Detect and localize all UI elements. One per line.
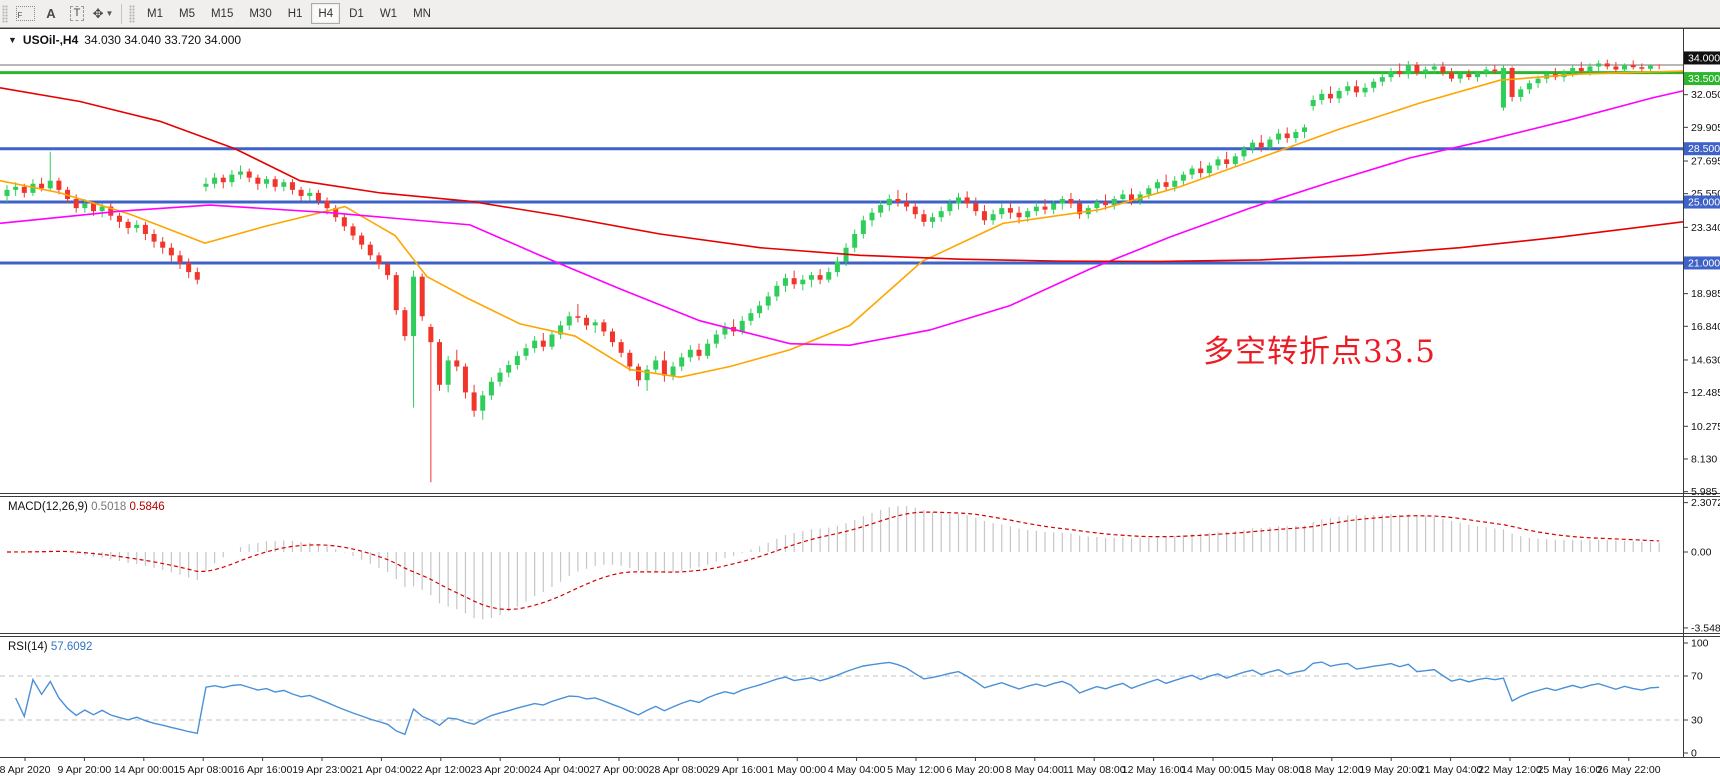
time-axis-label: 15 Apr 08:00: [173, 764, 233, 776]
toolbar-grip-2[interactable]: [129, 4, 135, 23]
svg-text:18.985: 18.985: [1691, 288, 1720, 300]
time-axis-label: 5 May 12:00: [887, 764, 945, 776]
chart-grid-f-icon[interactable]: F: [13, 2, 37, 25]
timeframe-button-m15[interactable]: M15: [210, 7, 234, 20]
macd-label: MACD(12,26,9) 0.5018 0.5846: [8, 501, 165, 513]
time-axis-label: 22 Apr 12:00: [411, 764, 471, 776]
time-axis-label: 21 May 04:00: [1419, 764, 1483, 776]
time-axis-label: 8 May 04:00: [1006, 764, 1064, 776]
chart-area: 34.26032.05029.90527.69525.55023.34018.9…: [0, 28, 1720, 781]
svg-text:0: 0: [1691, 748, 1697, 760]
svg-text:0.00: 0.00: [1691, 547, 1712, 559]
time-axis-label: 8 Apr 2020: [0, 764, 51, 776]
svg-text:14.630: 14.630: [1691, 354, 1720, 366]
timeframe-buttons: M1 M5 M15 M30 H1 H4 D1 W1 MN: [139, 3, 439, 24]
time-axis-label: 18 May 12:00: [1300, 764, 1364, 776]
svg-text:29.905: 29.905: [1691, 122, 1720, 134]
svg-text:30: 30: [1691, 715, 1703, 727]
timeframe-button-h1[interactable]: H1: [287, 7, 303, 20]
svg-text:100: 100: [1691, 638, 1709, 650]
timeframe-button-m1[interactable]: M1: [147, 7, 163, 20]
svg-text:33.500: 33.500: [1688, 73, 1720, 85]
time-axis-label: 28 Apr 08:00: [649, 764, 709, 776]
time-axis-label: 4 May 04:00: [828, 764, 886, 776]
rsi-value: 57.6092: [50, 641, 93, 653]
time-axis-label: 23 Apr 20:00: [470, 764, 530, 776]
toolbar: F A T ✥ ▼ M1 M5 M15 M30 H1 H4 D1 W1 MN: [0, 0, 1720, 28]
time-axis-label: 1 May 00:00: [768, 764, 826, 776]
rsi-label: RSI(14) 57.6092: [8, 641, 93, 653]
time-axis-label: 22 May 12:00: [1478, 764, 1542, 776]
dropdown-caret-icon[interactable]: ▼: [105, 9, 114, 18]
svg-text:8.130: 8.130: [1691, 453, 1717, 465]
symbol-name: USOil-,H4: [22, 33, 79, 47]
svg-text:32.050: 32.050: [1691, 89, 1720, 101]
svg-text:12.485: 12.485: [1691, 387, 1720, 399]
time-axis-label: 21 Apr 04:00: [352, 764, 412, 776]
svg-text:25.000: 25.000: [1688, 197, 1720, 209]
text-box-icon[interactable]: T: [65, 2, 89, 25]
svg-text:70: 70: [1691, 671, 1703, 683]
svg-text:10.275: 10.275: [1691, 421, 1720, 433]
svg-text:34.000: 34.000: [1688, 52, 1720, 64]
time-axis-label: 19 Apr 23:00: [292, 764, 352, 776]
time-axis-label: 6 May 20:00: [947, 764, 1005, 776]
timeframe-button-d1[interactable]: D1: [349, 7, 364, 20]
time-axis-label: 9 Apr 20:00: [58, 764, 112, 776]
timeframe-button-h4[interactable]: H4: [311, 3, 341, 24]
svg-text:23.340: 23.340: [1691, 222, 1720, 234]
time-axis-label: 29 Apr 16:00: [708, 764, 768, 776]
toolbar-separator: [121, 3, 122, 24]
svg-text:-3.5484: -3.5484: [1691, 622, 1720, 634]
crosshair-move-icon[interactable]: ✥ ▼: [92, 5, 114, 21]
timeframe-button-m30[interactable]: M30: [249, 7, 272, 20]
svg-text:28.500: 28.500: [1688, 143, 1720, 155]
time-axis-label: 16 Apr 16:00: [233, 764, 293, 776]
chart-annotation[interactable]: 多空转折点33.5: [1203, 334, 1437, 370]
svg-text:2.3072: 2.3072: [1691, 497, 1720, 509]
time-axis-label: 24 Apr 04:00: [530, 764, 590, 776]
time-axis-label: 25 May 16:00: [1538, 764, 1602, 776]
chart-canvas[interactable]: 34.26032.05029.90527.69525.55023.34018.9…: [0, 28, 1720, 781]
time-axis-label: 12 May 16:00: [1122, 764, 1186, 776]
time-axis-label: 14 Apr 00:00: [114, 764, 174, 776]
time-axis-label: 19 May 20:00: [1359, 764, 1423, 776]
time-axis-label: 27 Apr 00:00: [589, 764, 649, 776]
symbol-label: ▼ USOil-,H4 34.030 34.040 33.720 34.000: [8, 33, 241, 47]
time-axis-label: 26 May 22:00: [1597, 764, 1661, 776]
time-axis-label: 11 May 08:00: [1063, 764, 1126, 776]
svg-text:16.840: 16.840: [1691, 321, 1720, 333]
symbol-dropdown-icon[interactable]: ▼: [8, 35, 17, 45]
toolbar-grip[interactable]: [2, 4, 8, 23]
svg-text:21.000: 21.000: [1688, 257, 1720, 269]
chart-grid-f-icon-glyph: F: [15, 6, 35, 21]
macd-value-main: 0.5018: [91, 501, 127, 513]
svg-text:5.985: 5.985: [1691, 486, 1717, 498]
timeframe-button-w1[interactable]: W1: [379, 7, 398, 20]
symbol-ohlc: 34.030 34.040 33.720 34.000: [84, 33, 242, 47]
time-axis-label: 15 May 08:00: [1241, 764, 1305, 776]
timeframe-button-mn[interactable]: MN: [413, 7, 431, 20]
time-axis-label: 14 May 00:00: [1181, 764, 1245, 776]
macd-value-signal: 0.5846: [129, 501, 165, 513]
timeframe-button-m5[interactable]: M5: [178, 7, 195, 20]
text-label-icon[interactable]: A: [46, 6, 56, 21]
svg-text:27.695: 27.695: [1691, 155, 1720, 167]
